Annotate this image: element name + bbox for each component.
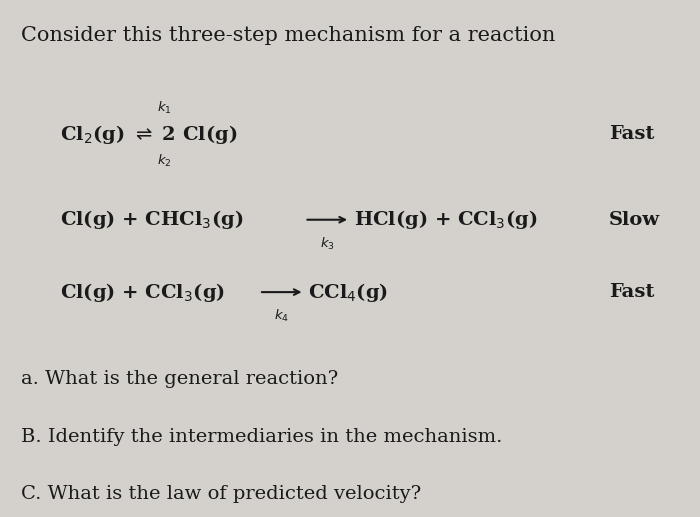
- Text: Cl$_2$(g) $\rightleftharpoons$ 2 Cl(g): Cl$_2$(g) $\rightleftharpoons$ 2 Cl(g): [60, 123, 237, 146]
- Text: HCl(g) + CCl$_3$(g): HCl(g) + CCl$_3$(g): [354, 208, 537, 231]
- Text: Consider this three-step mechanism for a reaction: Consider this three-step mechanism for a…: [21, 26, 555, 45]
- Text: B. Identify the intermediaries in the mechanism.: B. Identify the intermediaries in the me…: [21, 428, 503, 446]
- Text: Fast: Fast: [609, 283, 654, 301]
- Text: $k_3$: $k_3$: [319, 236, 335, 252]
- Text: Slow: Slow: [609, 211, 660, 229]
- Text: $k_1$: $k_1$: [158, 99, 172, 116]
- Text: $k_2$: $k_2$: [158, 153, 172, 170]
- Text: a. What is the general reaction?: a. What is the general reaction?: [21, 370, 338, 388]
- Text: C. What is the law of predicted velocity?: C. What is the law of predicted velocity…: [21, 485, 421, 504]
- Text: Cl(g) + CHCl$_3$(g): Cl(g) + CHCl$_3$(g): [60, 208, 243, 231]
- Text: CCl$_4$(g): CCl$_4$(g): [308, 281, 388, 303]
- Text: Fast: Fast: [609, 126, 654, 143]
- Text: $k_4$: $k_4$: [274, 308, 289, 325]
- Text: Cl(g) + CCl$_3$(g): Cl(g) + CCl$_3$(g): [60, 281, 225, 303]
